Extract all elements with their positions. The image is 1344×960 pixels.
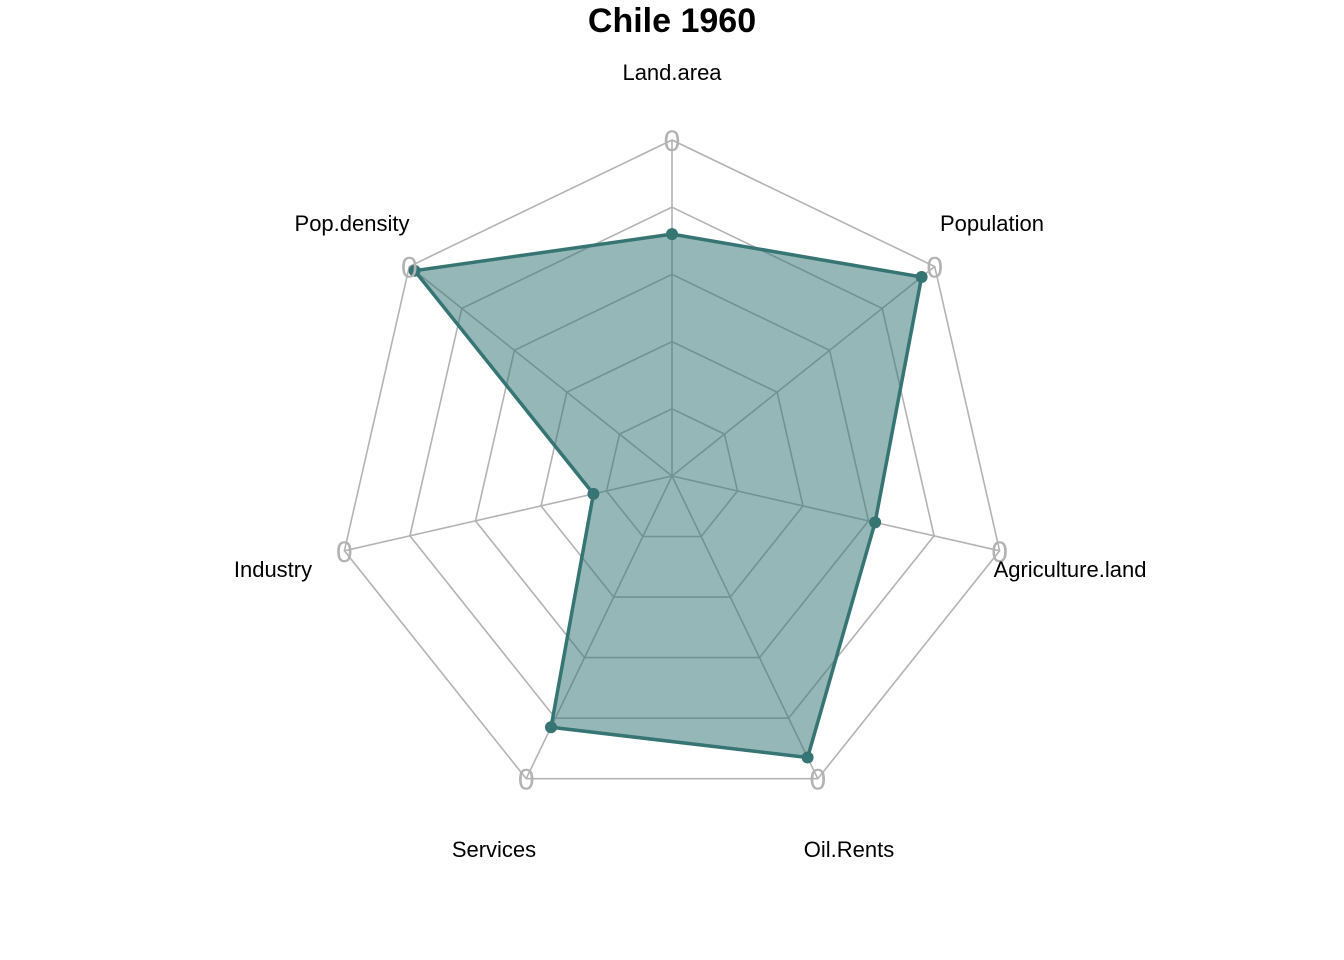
- vertex-tick-label: 0: [518, 764, 535, 797]
- series-layer: [408, 228, 928, 764]
- axis-label-land-area: Land.area: [622, 60, 722, 85]
- series-area: [412, 232, 924, 760]
- axis-label-services: Services: [452, 837, 536, 862]
- grid-ring-5: [343, 139, 1001, 780]
- data-point-services: [545, 721, 557, 734]
- vertex-tick-label: 0: [991, 536, 1008, 569]
- axis-label-layer: Land.area Population Agriculture.land Oil.R…: [234, 60, 1147, 862]
- data-point-pop-density: [408, 264, 421, 277]
- vertex-tick-label: 0: [926, 252, 943, 285]
- data-point-oil-rents: [801, 751, 814, 764]
- axis-label-industry: Industry: [234, 557, 312, 582]
- axis-label-population: Population: [940, 211, 1044, 236]
- vertex-tick-label: 0: [401, 252, 418, 285]
- axis-label-oil-rents: Oil.Rents: [804, 837, 894, 862]
- vertex-label-layer: 0 0 0 0 0 0 0: [336, 125, 1008, 797]
- vertex-tick-label: 0: [664, 125, 681, 158]
- axis-label-pop-density: Pop.density: [295, 211, 410, 236]
- data-point-agriculture-land: [869, 516, 882, 529]
- data-point-population: [915, 271, 928, 283]
- vertex-tick-label: 0: [336, 536, 353, 569]
- vertex-tick-label: 0: [809, 764, 826, 797]
- chart-title: Chile 1960: [588, 2, 756, 40]
- axis-label-agriculture-land: Agriculture.land: [994, 557, 1147, 582]
- data-point-industry: [587, 487, 600, 500]
- data-point-land-area: [666, 228, 678, 241]
